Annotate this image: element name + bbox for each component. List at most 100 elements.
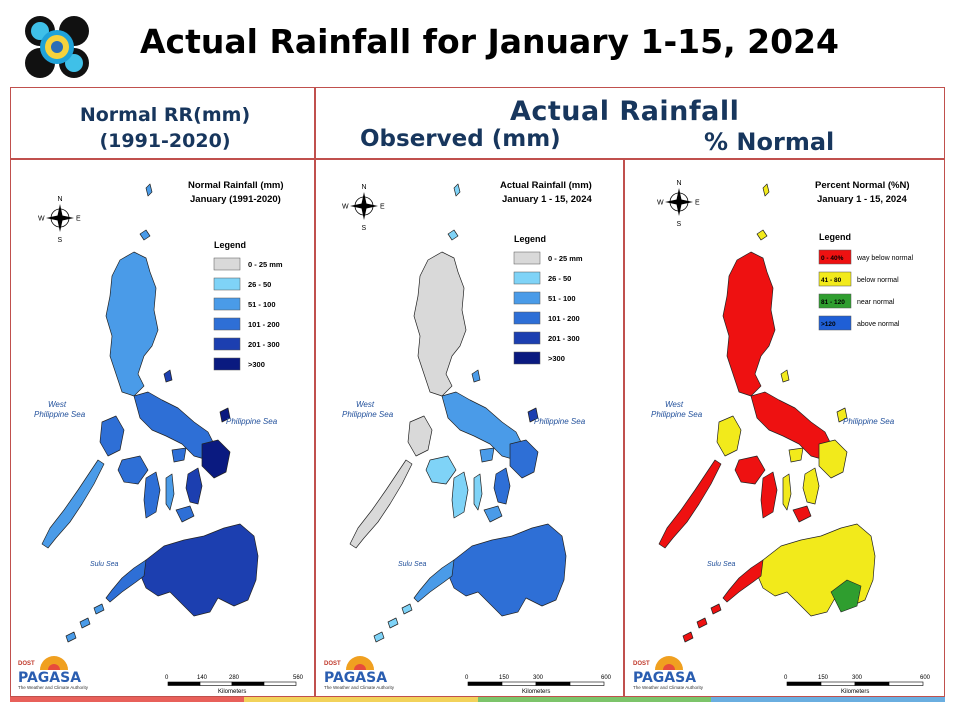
island-leyte — [802, 467, 820, 505]
philippines-map — [658, 183, 876, 643]
compass-e-label: E — [695, 200, 700, 207]
island-palawan — [349, 459, 413, 549]
island-bohol — [175, 505, 195, 523]
island-batanes — [453, 183, 461, 197]
island-sulu1 — [401, 603, 413, 615]
legend-swatch — [513, 251, 541, 265]
bottom-color-strip — [10, 697, 945, 702]
scale-tick-label: 300 — [533, 675, 544, 681]
pagasa-dost-label: DOST — [18, 661, 35, 667]
scale-unit-label: Kilometers — [522, 689, 550, 695]
strip-blue — [711, 697, 945, 702]
scale-segment — [786, 681, 822, 686]
compass-rose-icon: N S E W — [38, 196, 81, 244]
island-sulu2 — [79, 617, 91, 629]
legend-label: 101 - 200 — [248, 320, 280, 329]
pagasa-tagline: The Weather and Climate Authority — [324, 685, 395, 690]
compass-s-label: S — [58, 237, 63, 244]
pagasa-sun-icon — [48, 664, 60, 670]
island-samar — [201, 439, 231, 479]
legend-range-label: 41 - 80 — [821, 277, 842, 284]
scale-tick-label: 300 — [852, 675, 863, 681]
pagasa-sun-icon — [663, 664, 675, 670]
compass-needle-ew — [46, 215, 74, 221]
compass-n-label: N — [362, 184, 367, 191]
island-polillo — [780, 369, 790, 383]
sea-label-east: Philippine Sea — [843, 417, 895, 426]
island-masbate — [171, 447, 187, 463]
island-batanes — [762, 183, 770, 197]
sea-label-west-1: West — [356, 400, 375, 409]
strip-red — [10, 697, 244, 702]
island-negros — [143, 471, 161, 519]
compass-e-label: E — [380, 204, 385, 211]
island-sulu3 — [373, 631, 385, 643]
pagasa-dost-label: DOST — [633, 661, 650, 667]
legend-swatch — [818, 249, 852, 265]
content-frame — [10, 87, 945, 697]
legend-swatch — [213, 277, 241, 291]
pagasa-dost-label: DOST — [324, 661, 341, 667]
legend-label: 201 - 300 — [548, 334, 580, 343]
compass-e-label: E — [76, 216, 81, 223]
pagasa-umbrella-icon — [40, 656, 68, 670]
island-mindanao-near-normal-zone — [830, 579, 862, 613]
scale-bar: 0 140 280 560 Kilometers — [165, 675, 304, 695]
island-leyte — [185, 467, 203, 505]
header-normal-line2: (1991-2020) — [99, 130, 231, 152]
scale-segment — [167, 681, 201, 686]
island-sulu2 — [696, 617, 708, 629]
sea-label-sulu: Sulu Sea — [398, 561, 427, 568]
divider-vertical-1 — [314, 87, 316, 698]
compass-s-label: S — [362, 225, 367, 232]
pagasa-tagline: The Weather and Climate Authority — [633, 685, 704, 690]
legend-label: 201 - 300 — [248, 340, 280, 349]
island-cebu — [782, 473, 792, 511]
island-bohol — [483, 505, 503, 523]
header-observed: Observed (mm) — [360, 126, 561, 152]
island-sulu1 — [710, 603, 722, 615]
legend-swatch — [513, 331, 541, 345]
pagasa-sun-icon — [354, 664, 366, 670]
compass-w-label: W — [657, 200, 664, 207]
sea-label-west-1: West — [48, 400, 67, 409]
scale-tick-label: 0 — [465, 675, 469, 681]
island-mindoro — [407, 415, 433, 457]
legend-range-label: 81 - 120 — [821, 299, 845, 306]
map-legend: Legend 0 - 25 mm 26 - 50 51 - 100 101 - 200 2… — [513, 234, 583, 365]
island-sulu1 — [93, 603, 105, 615]
legend-swatch — [213, 297, 241, 311]
pagasa-umbrella-icon — [655, 656, 683, 670]
legend-desc-label: above normal — [857, 321, 900, 328]
legend-label: 0 - 25 mm — [548, 254, 583, 263]
legend-swatch — [213, 337, 241, 351]
island-polillo — [471, 369, 481, 383]
island-zambo — [413, 559, 455, 603]
map-title-line1: Normal Rainfall (mm) — [188, 180, 284, 191]
scale-segment — [231, 681, 265, 686]
island-sulu3 — [682, 631, 694, 643]
scale-unit-label: Kilometers — [218, 689, 246, 695]
island-panay — [734, 455, 766, 485]
scale-tick-label: 560 — [293, 675, 304, 681]
sea-label-east: Philippine Sea — [534, 417, 586, 426]
scale-segment — [854, 681, 890, 686]
legend-desc-label: way below normal — [856, 255, 913, 262]
scale-tick-label: 150 — [818, 675, 829, 681]
compass-rose-icon: N S E W — [657, 180, 700, 228]
map-title-line2: January 1 - 15, 2024 — [817, 194, 907, 205]
sea-label-west-2: Philippine Sea — [651, 410, 703, 419]
scale-segment — [820, 681, 856, 686]
legend-swatch — [513, 311, 541, 325]
pagasa-wordmark: PAGASA — [633, 670, 696, 686]
island-catan — [527, 407, 539, 423]
map-legend: Legend 0 - 40% way below normal 41 - 80 belo… — [818, 232, 913, 331]
scale-unit-label: Kilometers — [841, 689, 869, 695]
legend-desc-label: below normal — [857, 277, 899, 284]
scale-bar: 0 150 300 600 Kilometers — [465, 675, 612, 695]
scale-tick-label: 140 — [197, 675, 208, 681]
strip-yellow — [243, 697, 478, 702]
legend-label: 51 - 100 — [548, 294, 576, 303]
